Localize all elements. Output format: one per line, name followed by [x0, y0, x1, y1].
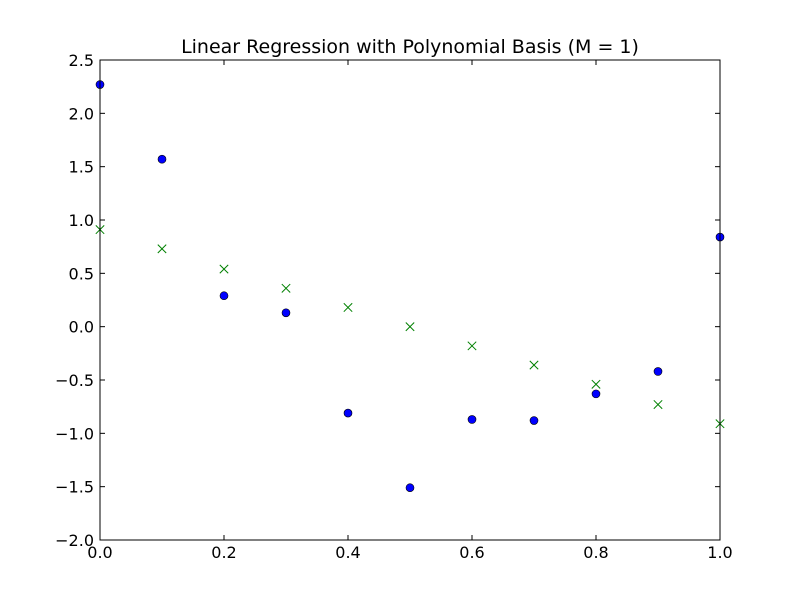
data-point-circle: [405, 483, 415, 493]
x-tick-label: 0.6: [459, 543, 484, 562]
y-tick-label: 0.5: [69, 264, 94, 283]
data-point-x: [343, 302, 353, 313]
data-point-x: [281, 283, 291, 293]
data-point-circle: [591, 389, 601, 399]
y-tick-label: 2.0: [69, 104, 94, 123]
y-tick-label: 1.5: [69, 158, 94, 177]
data-point-circle: [653, 367, 663, 376]
x-tick-label: 1.0: [707, 543, 732, 562]
plot-area: [100, 60, 720, 540]
data-point-x: [405, 322, 415, 332]
y-tick-label: −1.5: [55, 478, 94, 497]
data-point-circle: [343, 408, 353, 418]
x-tick-label: 0.2: [211, 543, 236, 562]
plot-frame: [99, 59, 721, 541]
data-point-x: [529, 360, 539, 370]
data-point-x: [467, 341, 477, 351]
data-point-x: [157, 244, 167, 254]
data-point-circle: [281, 308, 291, 318]
data-point-x: [653, 399, 663, 410]
x-tick-label: 0.0: [87, 543, 112, 562]
y-tick-label: 0.0: [69, 318, 94, 337]
data-point-circle: [219, 291, 229, 301]
axis-ticks: 0.0 0.2 0.4 0.6 0.8 1.0 −2.0 −1.5 −1.0 −0.5 0.0 0.5…: [55, 51, 733, 562]
x-tick-label: 0.4: [335, 543, 360, 562]
data-point-circle: [157, 154, 167, 164]
chart-title: Linear Regression with Polynomial Basis …: [181, 36, 639, 58]
x-tick-label: 0.8: [583, 543, 608, 562]
y-tick-label: −1.0: [55, 424, 94, 443]
data-point-x: [219, 264, 229, 274]
y-tick-label: 2.5: [69, 51, 94, 70]
data-point-x: [591, 379, 601, 389]
y-tick-label: −0.5: [55, 371, 94, 390]
data-point-circle: [529, 416, 539, 425]
data-marks: [95, 80, 725, 493]
data-point-circle: [467, 415, 477, 424]
y-tick-label: 1.0: [69, 211, 94, 230]
y-tick-label: −2.0: [55, 531, 94, 550]
